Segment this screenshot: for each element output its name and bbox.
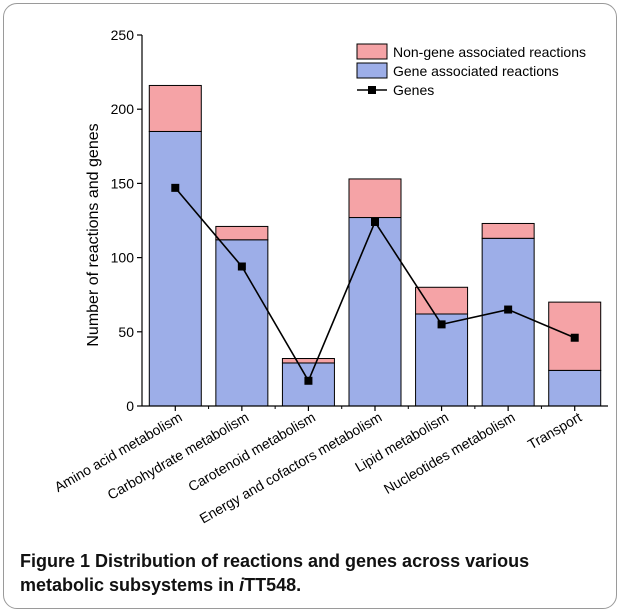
y-tick-label: 100 [111, 250, 135, 266]
bar-gene-associated [415, 313, 469, 407]
bar-non-gene-associated [481, 222, 535, 239]
y-tick-label: 250 [111, 27, 135, 43]
bar-non-gene-associated [148, 84, 202, 132]
legend-marker [368, 86, 376, 94]
genes-point [437, 320, 446, 329]
bar-non-gene-associated [415, 286, 469, 315]
bar-gene-associated [148, 130, 202, 407]
bar-non-gene-associated [215, 225, 269, 241]
legend-label: Gene associated reactions [393, 63, 559, 79]
genes-point [304, 376, 313, 385]
bars-layer [148, 84, 602, 407]
y-axis-label: Number of reactions and genes [85, 123, 102, 346]
y-tick-label: 200 [111, 101, 135, 117]
caption-text-after: TT548. [244, 575, 302, 595]
x-tick-label: Transport [525, 409, 585, 453]
legend-label: Genes [393, 82, 434, 98]
bar-gene-associated [348, 217, 402, 407]
y-tick-label: 0 [126, 398, 134, 414]
y-tick-label: 150 [111, 175, 135, 191]
caption-label: Figure 1 [20, 551, 91, 571]
caption-italic: i [239, 575, 245, 595]
bar-non-gene-associated [348, 178, 402, 219]
genes-point [171, 183, 180, 192]
genes-point [504, 305, 513, 314]
legend: Non-gene associated reactions Gene associ… [356, 43, 586, 98]
genes-line-layer [171, 183, 579, 385]
legend-label: Non-gene associated reactions [393, 44, 586, 60]
bar-non-gene-associated [281, 358, 335, 364]
genes-point [237, 262, 246, 271]
legend-swatch [356, 62, 388, 79]
genes-point [570, 333, 579, 342]
legend-swatch [356, 43, 388, 60]
caption-text-before: Distribution of reactions and genes acro… [20, 551, 530, 595]
figure-caption: Figure 1 Distribution of reactions and g… [20, 549, 610, 597]
y-tick-label: 50 [118, 324, 134, 340]
bar-gene-associated [481, 237, 535, 407]
bar-gene-associated [548, 369, 602, 407]
genes-point [371, 217, 379, 226]
